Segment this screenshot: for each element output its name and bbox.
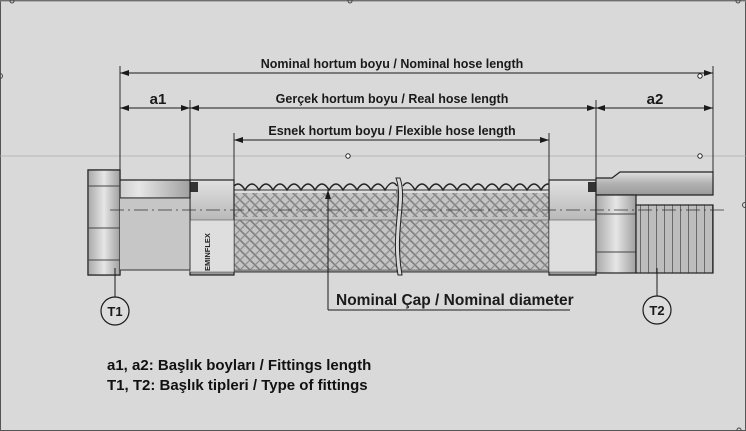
edge-dot-top-mid [347, 0, 353, 4]
a1-label: a1 [150, 91, 167, 108]
flexible-length-dimension [233, 133, 550, 180]
right-ferrule [548, 179, 598, 276]
legend-fittings-length: a1, a2: Başlık boyları / Fittings length [107, 357, 372, 374]
nominal-diameter-label: Nominal Çap / Nominal diameter [336, 292, 574, 309]
t2-label: T2 [649, 303, 664, 318]
real-length-dimension [120, 100, 713, 182]
flexible-length-label: Esnek hortum boyu / Flexible hose length [268, 124, 515, 138]
a2-label: a2 [647, 91, 664, 108]
edge-dot-top-left [9, 0, 15, 4]
nominal-diameter-callout [325, 190, 570, 311]
nominal-length-dimension [119, 66, 714, 185]
center-mark-flexible [345, 153, 351, 159]
brand-mark: EMINFLEX [203, 233, 212, 271]
center-mark-nominal-right [697, 73, 703, 79]
left-nut-fitting [87, 169, 191, 276]
edge-dot-bottom [736, 427, 742, 431]
t1-label: T1 [107, 304, 122, 319]
real-length-label: Gerçek hortum boyu / Real hose length [276, 92, 509, 106]
legend-fittings-type: T1, T2: Başlık tipleri / Type of fitting… [107, 377, 368, 394]
nominal-length-label: Nominal hortum boyu / Nominal hose lengt… [261, 57, 524, 71]
edge-dot-top-right [735, 0, 741, 4]
edge-dot-right [742, 202, 746, 208]
center-mark-right [697, 153, 703, 159]
hose-break-mark [394, 177, 404, 276]
t2-callout [642, 268, 672, 325]
left-ferrule [188, 179, 235, 276]
right-male-fitting [595, 171, 714, 274]
t1-callout [100, 268, 130, 326]
edge-dot-left [0, 73, 3, 79]
